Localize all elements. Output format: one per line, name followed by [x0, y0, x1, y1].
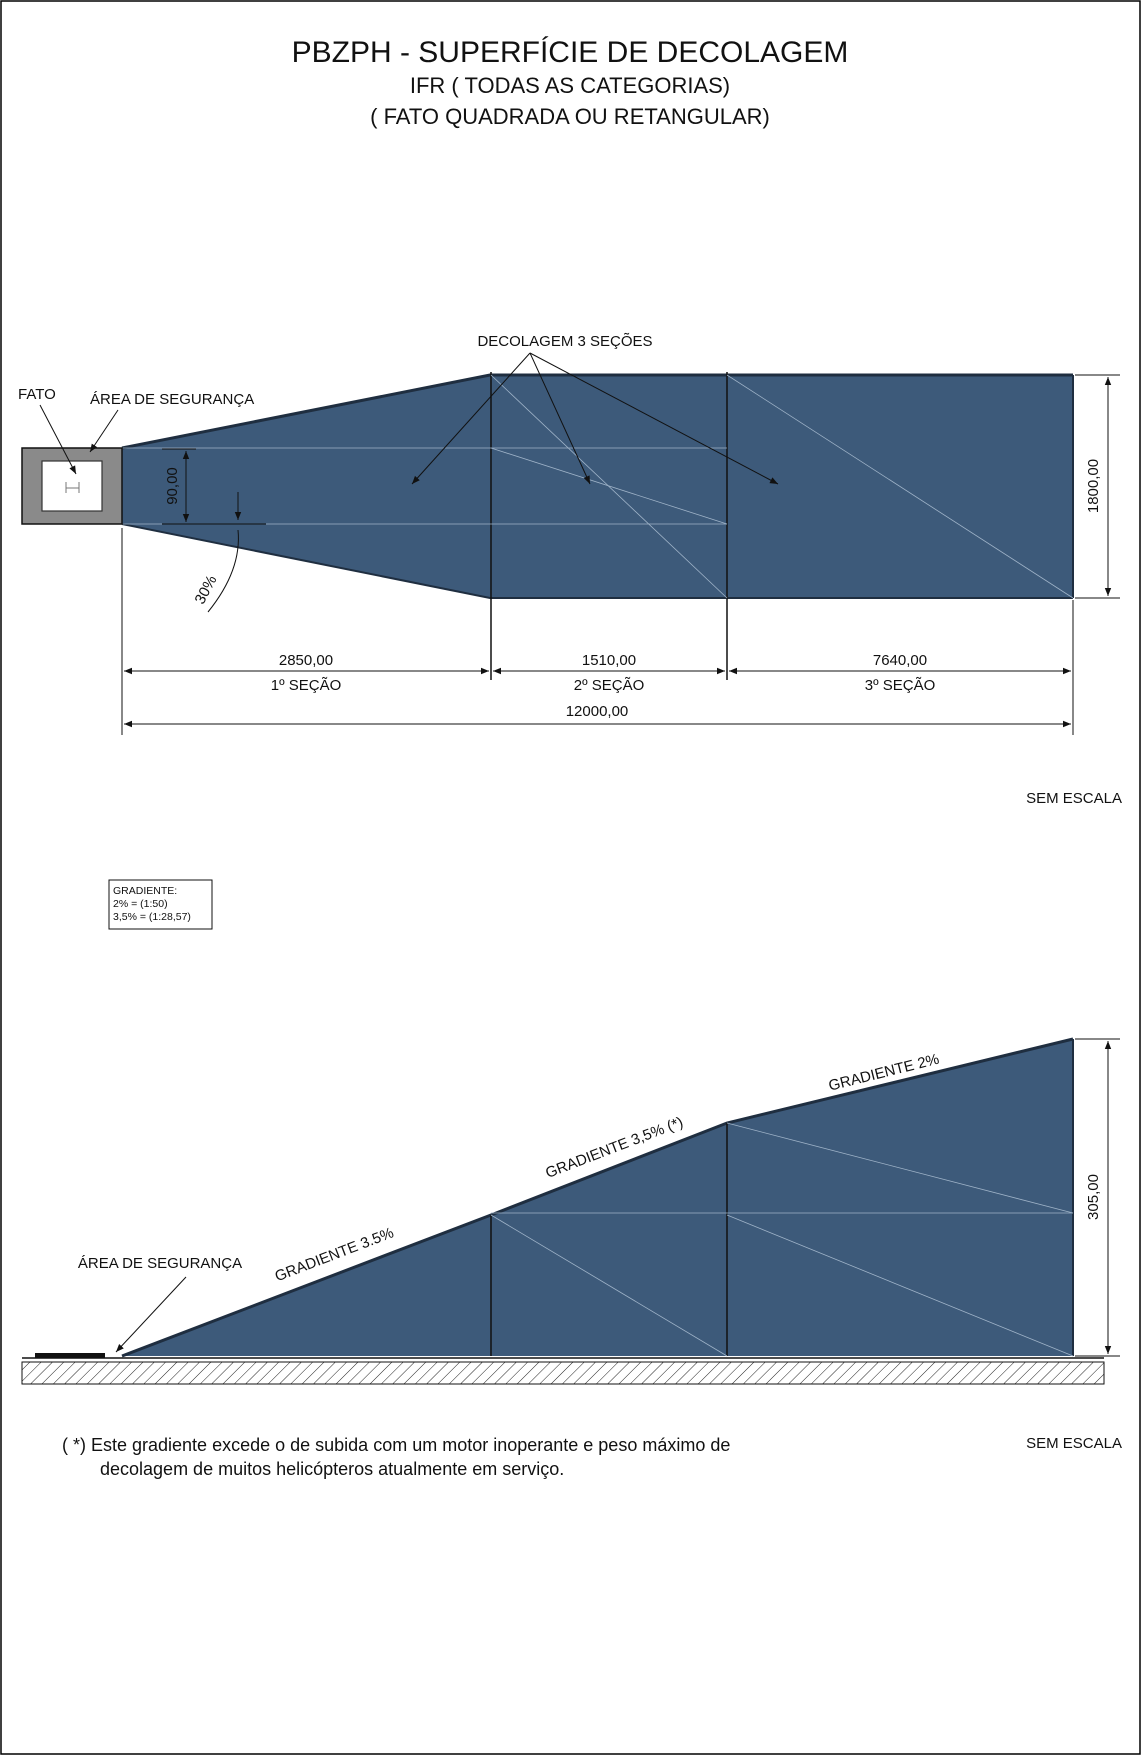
safety-area-profile [35, 1353, 105, 1358]
legend-box [108, 879, 213, 930]
label-safety-area-plan: ÁREA DE SEGURANÇA [90, 391, 254, 408]
callout-arrow-1 [411, 352, 531, 485]
section-3-name: 3º SEÇÃO [865, 677, 936, 694]
plan-view: FATO ÁREA DE SEGURANÇA DECOLAGEM 3 SEÇÕE… [18, 333, 1122, 807]
safety-leader-profile [115, 1276, 187, 1353]
section-1-length: 2850,00 [279, 652, 333, 669]
legend-line-1: 2% = (1:50) [113, 898, 168, 910]
scale-note-plan: SEM ESCALA [1026, 790, 1122, 807]
label-safety-area-profile: ÁREA DE SEGURANÇA [78, 1255, 242, 1272]
page-subtitle-category: IFR ( TODAS AS CATEGORIAS) [410, 73, 730, 98]
dim-fato-width: 90,00 [164, 467, 181, 505]
section-1-name: 1º SEÇÃO [271, 677, 342, 694]
plan-guide-line [490, 374, 728, 599]
page-title: PBZPH - SUPERFÍCIE DE DECOLAGEM [292, 36, 849, 69]
profile-view: ÁREA DE SEGURANÇA GRADIENTE 3.5% GRADIEN… [21, 1037, 1122, 1452]
legend-title: GRADIENTE: [113, 885, 177, 897]
plan-guide-line [726, 374, 1074, 599]
total-length: 12000,00 [566, 703, 629, 720]
callout-arrow-3 [529, 352, 779, 485]
scale-note-profile: SEM ESCALA [1026, 1435, 1122, 1452]
callout-arrow-2 [529, 352, 591, 485]
footnote-line-1: ( *) Este gradiente excede o de subida c… [62, 1435, 730, 1455]
section-2-name: 2º SEÇÃO [574, 677, 645, 694]
ground-hatch [21, 1361, 1105, 1385]
safety-leader-plan [89, 409, 119, 453]
section-3-length: 7640,00 [873, 652, 927, 669]
plan-surface [122, 375, 1073, 598]
plan-surface-edge-top [121, 373, 1073, 450]
dim-total-width: 1800,00 [1085, 459, 1102, 513]
profile-guide-line [726, 1214, 1074, 1357]
page-subtitle-fato: ( FATO QUADRADA OU RETANGULAR) [370, 104, 770, 129]
label-sections-callout: DECOLAGEM 3 SEÇÕES [477, 333, 652, 350]
profile-surface-edge [121, 1037, 1074, 1358]
plan-surface-edge-bottom [121, 523, 1073, 599]
footnote-line-2: decolagem de muitos helicópteros atualme… [100, 1459, 564, 1479]
section-2-length: 1510,00 [582, 652, 636, 669]
gradient-legend: GRADIENTE: 2% = (1:50) 3,5% = (1:28,57) [108, 879, 213, 930]
profile-guide-line [726, 1122, 1074, 1214]
label-fato: FATO [18, 386, 56, 403]
profile-guide-line [490, 1214, 728, 1357]
fato-leader [39, 404, 77, 475]
profile-surface [122, 1039, 1073, 1356]
legend-line-2: 3,5% = (1:28,57) [113, 911, 191, 923]
dim-height: 305,00 [1085, 1174, 1102, 1220]
angle-arc [207, 529, 239, 613]
fato-square [41, 460, 103, 512]
helipad-h-icon [65, 482, 80, 493]
